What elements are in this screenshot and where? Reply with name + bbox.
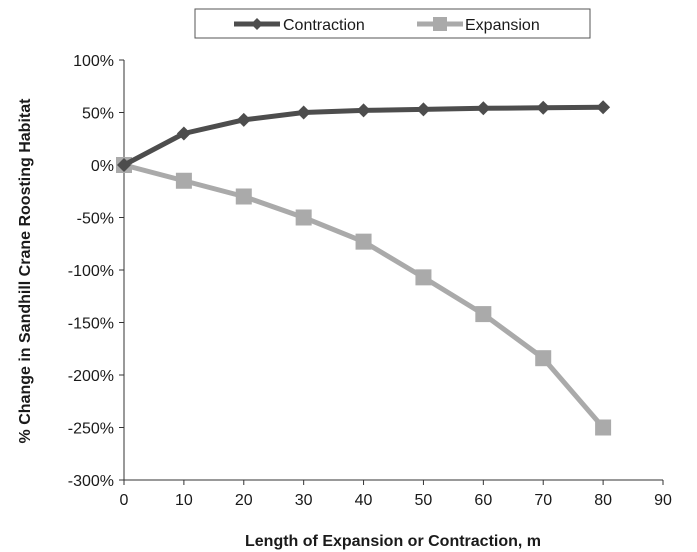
- data-point: [475, 306, 492, 323]
- data-point: [535, 350, 552, 367]
- x-tick-label: 0: [120, 492, 129, 509]
- series-contraction: [117, 100, 611, 172]
- data-point: [296, 105, 311, 120]
- y-tick-label: -300%: [68, 473, 114, 490]
- y-axis-ticks: 100% 50% 0% -50% -100% -150% -200% -250% -300%: [68, 53, 124, 490]
- data-point: [416, 102, 431, 117]
- series-line-expansion: [123, 162, 606, 430]
- data-point: [236, 112, 251, 127]
- x-tick-label: 80: [594, 492, 612, 509]
- data-point: [295, 209, 312, 226]
- x-tick-label: 30: [295, 492, 313, 509]
- data-point: [117, 158, 131, 172]
- data-point: [415, 269, 432, 286]
- data-point: [536, 100, 551, 115]
- data-point: [476, 101, 491, 116]
- y-tick-label: -250%: [68, 421, 114, 438]
- x-axis-ticks: 0 10 20 30 40 50 60 70 80 90: [120, 480, 672, 509]
- data-point: [355, 233, 372, 250]
- y-tick-label: 0%: [91, 158, 114, 175]
- series-group: [116, 100, 612, 436]
- y-tick-label: -150%: [68, 316, 114, 333]
- y-axis-title: % Change in Sandhill Crane Roosting Habi…: [17, 98, 34, 444]
- x-tick-label: 10: [175, 492, 193, 509]
- data-point: [356, 103, 371, 118]
- data-point: [175, 172, 192, 189]
- x-tick-label: 60: [474, 492, 492, 509]
- data-point: [596, 100, 611, 115]
- y-tick-label: 50%: [82, 106, 114, 123]
- x-tick-label: 20: [235, 492, 253, 509]
- legend-label-contraction: Contraction: [283, 17, 365, 34]
- x-tick-label: 40: [355, 492, 373, 509]
- y-tick-label: 100%: [73, 53, 114, 70]
- x-tick-label: 90: [654, 492, 672, 509]
- y-tick-label: -200%: [68, 368, 114, 385]
- legend-marker-square: [433, 17, 447, 31]
- data-point: [235, 188, 252, 205]
- legend: Contraction Expansion: [194, 8, 591, 39]
- data-point: [595, 419, 612, 436]
- y-tick-label: -50%: [77, 211, 114, 228]
- x-tick-label: 50: [415, 492, 433, 509]
- series-expansion: [116, 157, 612, 436]
- y-tick-label: -100%: [68, 263, 114, 280]
- legend-label-expansion: Expansion: [465, 17, 540, 34]
- x-axis-title: Length of Expansion or Contraction, m: [245, 533, 541, 550]
- x-tick-label: 70: [534, 492, 552, 509]
- legend-marker-diamond: [251, 18, 263, 30]
- axes: [123, 60, 663, 481]
- data-point: [176, 126, 191, 141]
